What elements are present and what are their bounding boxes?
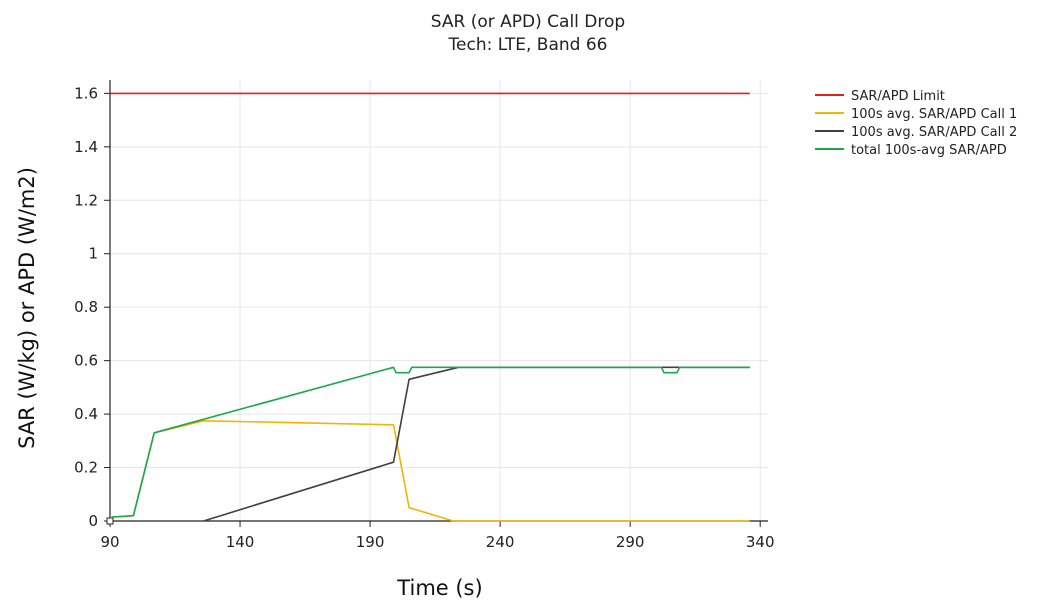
x-axis-label: Time (s) bbox=[396, 576, 482, 600]
y-tick-label: 0.8 bbox=[74, 298, 98, 316]
x-tick-label: 90 bbox=[100, 533, 119, 551]
grid bbox=[109, 80, 768, 522]
legend-entry-4: total 100s-avg SAR/APD bbox=[851, 143, 1007, 158]
y-tick-labels: 0 0.2 0.4 0.6 0.8 1 1.2 1.4 1.6 bbox=[74, 84, 98, 530]
legend-entry-1: SAR/APD Limit bbox=[851, 89, 945, 104]
legend-entry-2: 100s avg. SAR/APD Call 1 bbox=[851, 107, 1017, 122]
y-tick-label: 0.4 bbox=[74, 405, 98, 423]
x-tick-label: 240 bbox=[486, 533, 515, 551]
y-tick-label: 0.6 bbox=[74, 352, 98, 370]
chart-title: SAR (or APD) Call Drop bbox=[431, 12, 625, 32]
origin-marker bbox=[106, 517, 114, 525]
x-tick-label: 140 bbox=[226, 533, 255, 551]
series-line-2 bbox=[109, 419, 750, 522]
series-lines bbox=[109, 92, 750, 522]
series-line-3 bbox=[203, 366, 750, 522]
y-axis-label: SAR (W/kg) or APD (W/m2) bbox=[15, 167, 39, 449]
legend: SAR/APD Limit 100s avg. SAR/APD Call 1 100… bbox=[815, 89, 1017, 158]
legend-entry-3: 100s avg. SAR/APD Call 2 bbox=[851, 125, 1017, 140]
x-tick-label: 290 bbox=[616, 533, 645, 551]
y-tick-label: 1.2 bbox=[74, 191, 98, 209]
y-tick-label: 0 bbox=[88, 512, 98, 530]
y-tick-label: 1.4 bbox=[74, 138, 98, 156]
y-tick-label: 0.2 bbox=[74, 459, 98, 477]
x-tick-labels: 90 140 190 240 290 340 bbox=[100, 533, 774, 551]
series-line-4 bbox=[109, 366, 750, 520]
y-tick-label: 1 bbox=[88, 245, 98, 263]
y-tick-label: 1.6 bbox=[74, 84, 98, 102]
x-tick-label: 190 bbox=[356, 533, 385, 551]
chart-subtitle: Tech: LTE, Band 66 bbox=[448, 35, 608, 55]
x-tick-label: 340 bbox=[746, 533, 775, 551]
